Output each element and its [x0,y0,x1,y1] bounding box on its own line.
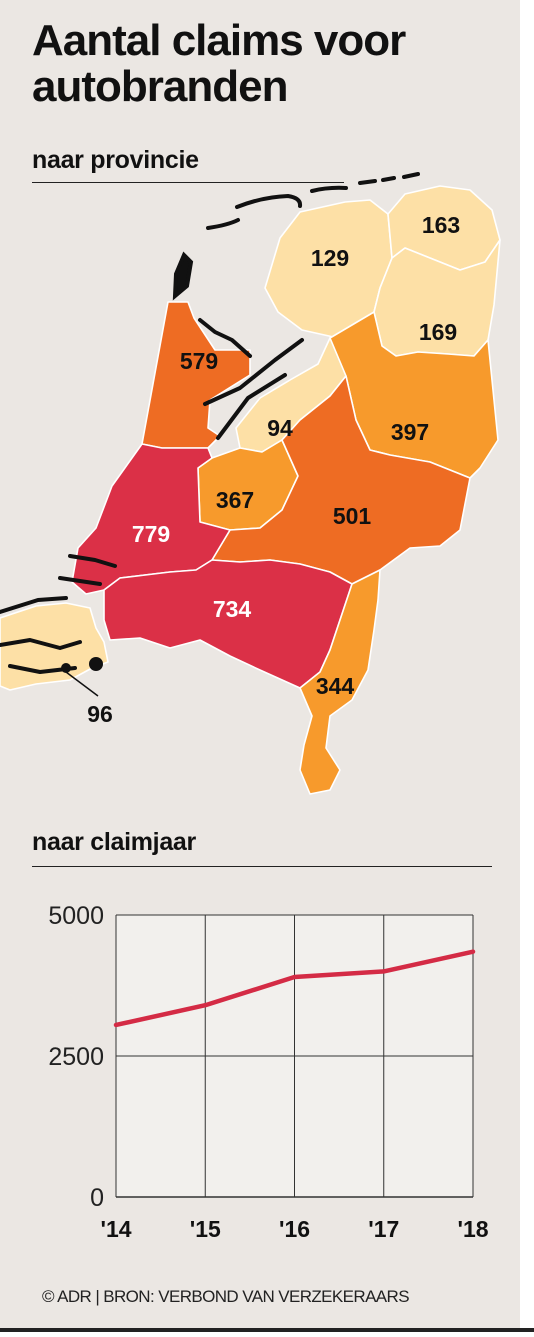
infographic-card: Aantal claims voor autobranden naar prov… [0,0,520,1330]
afsluitdijk-shore [198,318,252,358]
wadden-islands [172,172,420,301]
province-labels: 129 163 169 579 94 397 367 501 779 734 3… [87,212,460,727]
label-drenthe: 169 [419,319,457,345]
terschelling-island [235,193,303,209]
texel-island [172,251,194,301]
x-tick-label: '17 [368,1216,399,1242]
schiermonnikoog-island [358,179,377,185]
x-tick-label: '16 [279,1216,310,1242]
credit-line: © ADR | BRON: VERBOND VAN VERZEKERAARS [42,1287,410,1306]
label-limburg: 344 [316,673,355,699]
province-map: 129 163 169 579 94 397 367 501 779 734 3… [0,172,501,795]
zeeland-mark-2 [61,663,71,673]
provinces [0,185,501,795]
page-title: Aantal claims voor autobranden [32,16,406,111]
trend-chart: 0 2500 5000 '14 '15 '16 '17 '18 [48,902,488,1242]
province-noord-holland [141,301,251,449]
label-gelderland: 501 [333,503,372,529]
label-flevoland: 94 [267,415,293,441]
label-overijssel: 397 [391,419,429,445]
province-limburg [299,569,381,795]
map-subtitle: naar provincie [32,146,199,174]
ameland-island [310,185,348,193]
zeeland-inlet-mark [89,657,103,671]
label-zuid-holland: 779 [132,521,170,547]
map-subtitle-rule [32,182,344,183]
label-noord-brabant: 734 [213,596,252,622]
label-friesland: 129 [311,245,349,271]
province-gelderland [211,375,471,585]
small-islands [381,172,420,182]
trend-subtitle: naar claimjaar [32,828,196,856]
label-zeeland: 96 [87,701,113,727]
vlieland-island [206,218,240,230]
coastline [0,318,304,674]
delta-waters [58,554,117,586]
x-tick-labels: '14 '15 '16 '17 '18 [100,1216,488,1242]
province-noord-brabant [103,559,353,689]
bottom-border [0,1328,534,1332]
markermeer-shore [216,373,287,440]
zeeland-leader-line [65,671,99,697]
x-tick-label: '18 [457,1216,488,1242]
y-tick-label: 5000 [48,902,104,930]
ijsselmeer-shore [203,338,304,406]
trend-subtitle-rule [32,866,492,867]
x-tick-label: '14 [100,1216,131,1242]
chart-series [113,949,476,1028]
series-line [113,949,476,1028]
x-tick-label: '15 [190,1216,221,1242]
map-details [61,657,103,673]
y-tick-label: 2500 [48,1043,104,1071]
label-noord-holland: 579 [180,348,218,374]
chart-grid [115,914,474,1198]
label-utrecht: 367 [216,487,254,513]
label-groningen: 163 [422,212,460,238]
y-tick-labels: 0 2500 5000 [48,902,104,1212]
y-tick-label: 0 [90,1184,104,1212]
